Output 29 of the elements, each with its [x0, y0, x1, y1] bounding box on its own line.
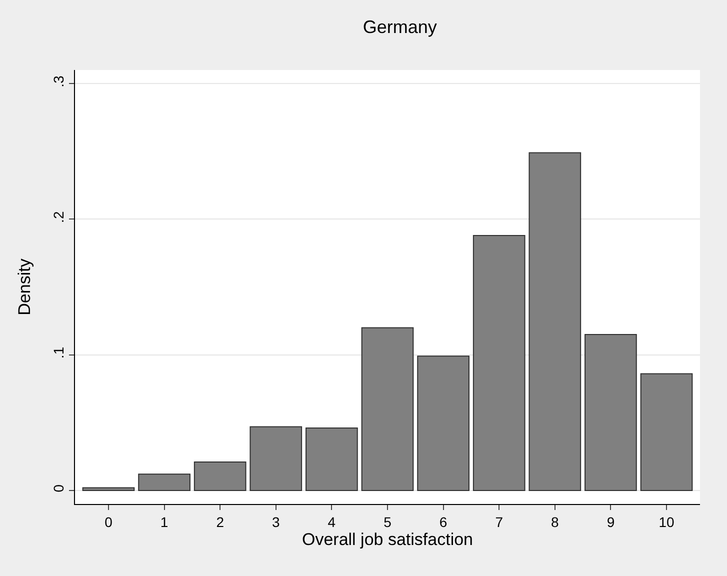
x-tick-label: 9: [606, 514, 615, 530]
bar: [472, 234, 526, 491]
x-tick-label: 1: [160, 514, 168, 530]
bar: [250, 426, 302, 491]
bar: [82, 487, 135, 491]
bar: [640, 373, 693, 491]
x-tick-label: 8: [551, 514, 560, 530]
bar: [584, 334, 637, 491]
x-tick-label: 7: [495, 514, 504, 530]
x-tick-label: 4: [328, 514, 336, 530]
bar: [306, 428, 358, 491]
chart-title: Germany: [362, 16, 437, 37]
y-tick-label: .3: [50, 75, 66, 88]
y-tick-label: .1: [50, 346, 66, 359]
x-tick-label: 5: [384, 514, 392, 530]
y-tick-label: .2: [50, 211, 66, 223]
x-axis-title: Overall job satisfaction: [302, 530, 474, 549]
bar: [528, 152, 582, 491]
bar: [361, 327, 414, 491]
y-axis-title: Density: [14, 258, 34, 316]
bar: [417, 356, 470, 491]
x-tick-label: 10: [658, 514, 675, 530]
x-tick-label: 0: [104, 514, 113, 530]
y-tick-label: 0: [50, 484, 66, 492]
bar: [138, 474, 190, 491]
x-tick-label: 3: [272, 514, 280, 530]
x-tick-label: 6: [439, 514, 448, 530]
x-tick-label: 2: [216, 514, 224, 530]
bar: [194, 461, 246, 491]
